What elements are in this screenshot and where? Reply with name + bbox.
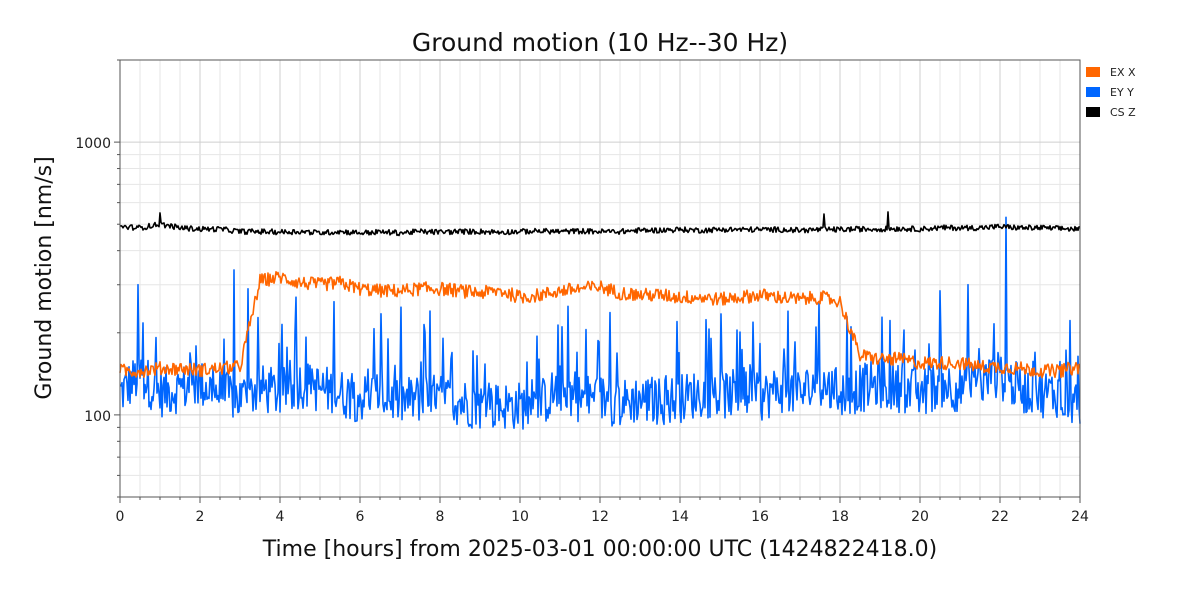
y-tick-label: 1000 — [75, 136, 111, 152]
series-line-ey-y — [119, 216, 1081, 430]
x-tick-label: 6 — [356, 509, 365, 525]
y-tick-label: 100 — [84, 409, 111, 425]
x-tick-label: 2 — [196, 509, 205, 525]
x-tick-label: 4 — [276, 509, 285, 525]
legend-swatch — [1086, 107, 1100, 117]
chart-title: Ground motion (10 Hz--30 Hz) — [412, 28, 788, 57]
legend-label: CS Z — [1110, 106, 1136, 119]
legend-swatch — [1086, 67, 1100, 77]
series-lines — [119, 211, 1081, 430]
x-tick-label: 8 — [436, 509, 445, 525]
legend-label: EY Y — [1110, 86, 1134, 99]
legend-label: EX X — [1110, 66, 1136, 79]
grid — [119, 59, 1081, 498]
x-tick-label: 18 — [831, 509, 849, 525]
series-line-ex-x — [119, 271, 1081, 379]
x-tick-label: 12 — [591, 509, 609, 525]
series-line-cs-z — [119, 211, 1081, 237]
x-tick-label: 10 — [511, 509, 529, 525]
legend-swatch — [1086, 87, 1100, 97]
x-tick-label: 20 — [911, 509, 929, 525]
x-tick-label: 14 — [671, 509, 689, 525]
x-tick-label: 0 — [116, 509, 125, 525]
x-tick-label: 22 — [991, 509, 1009, 525]
y-axis-label: Ground motion [nm/s] — [32, 156, 57, 399]
x-tick-label: 16 — [751, 509, 769, 525]
legend: EX X EY Y CS Z — [1086, 66, 1136, 119]
x-axis-label: Time [hours] from 2025-03-01 00:00:00 UT… — [262, 537, 937, 562]
x-tick-label: 24 — [1071, 509, 1089, 525]
